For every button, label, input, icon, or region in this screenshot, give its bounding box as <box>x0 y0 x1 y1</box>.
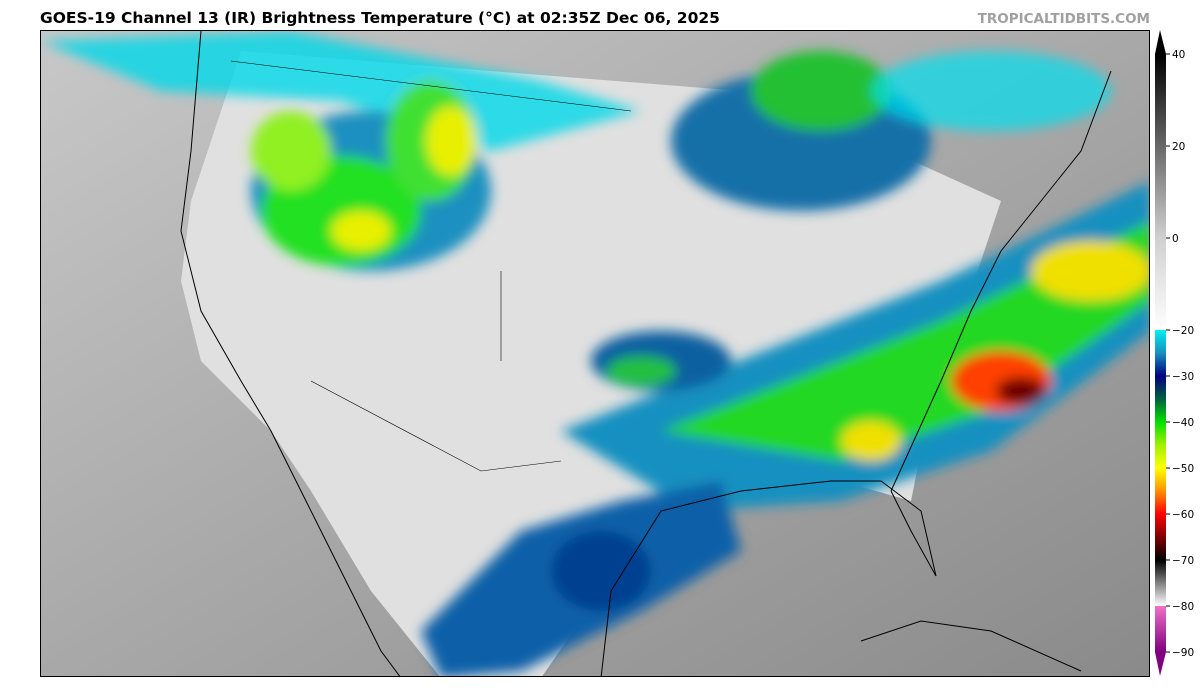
colorbar-tick-label: −40 <box>1172 417 1194 429</box>
colorbar-tick-label: −30 <box>1172 371 1194 383</box>
state-borders <box>230 60 632 472</box>
colorbar: 40 20 0 −20 −30 −40 −50 −60 −70 −80 −90 <box>1150 26 1200 680</box>
colorbar-tick-label: 0 <box>1172 233 1179 245</box>
colorbar-tick-label: −80 <box>1172 601 1194 613</box>
colorbar-upper-extend <box>1155 30 1166 54</box>
ir-imagery <box>41 31 1149 676</box>
pacific-coastline <box>180 31 401 676</box>
satellite-map <box>40 30 1150 677</box>
colorbar-tick-label: −90 <box>1172 647 1194 659</box>
colorbar-lower-extend <box>1155 652 1166 676</box>
cuba-coastline <box>860 620 1082 672</box>
colorbar-tick-label: −20 <box>1172 325 1194 337</box>
gulf-coastline <box>600 480 937 676</box>
colorbar-tick-label: 40 <box>1172 49 1185 61</box>
colorbar-scale <box>1155 54 1166 652</box>
brand-watermark: TROPICALTIDBITS.COM <box>977 11 1150 27</box>
map-title: GOES-19 Channel 13 (IR) Brightness Tempe… <box>40 9 720 27</box>
colorbar-tick-label: −70 <box>1172 555 1194 567</box>
colorbar-tick-label: −60 <box>1172 509 1194 521</box>
atlantic-coastline <box>890 70 1112 492</box>
colorbar-tick-label: −50 <box>1172 463 1194 475</box>
cloud-tops <box>41 31 1149 676</box>
colorbar-svg: 40 20 0 −20 −30 −40 −50 −60 −70 −80 −90 <box>1155 30 1194 676</box>
colorbar-tick-label: 20 <box>1172 141 1185 153</box>
